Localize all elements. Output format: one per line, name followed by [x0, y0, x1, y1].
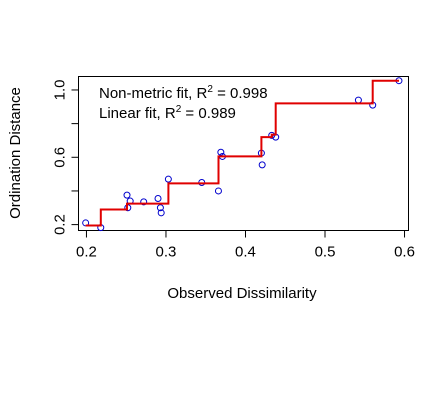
data-point [123, 191, 131, 199]
y-tick-label: 0.6 [52, 147, 69, 168]
nonmetric-fit-prefix: Non-metric fit, R [99, 85, 208, 102]
x-axis-label: Observed Dissimilarity [167, 285, 317, 302]
data-point [217, 148, 225, 156]
linear-fit-r2-sup: 2 [176, 104, 182, 115]
data-point [164, 175, 172, 183]
x-axis: 0.2 0.3 0.4 0.5 0.6 [76, 230, 415, 261]
nonmetric-step-fit-line [85, 79, 399, 227]
data-point [354, 96, 362, 104]
data-point [140, 198, 148, 206]
x-tick-label: 0.6 [394, 244, 415, 261]
y-tick-label: 0.2 [52, 214, 69, 235]
nonmetric-fit-value: = 0.998 [213, 85, 268, 102]
x-tick-label: 0.5 [315, 244, 336, 261]
data-point [156, 204, 164, 212]
data-point [157, 209, 165, 217]
nonmetric-fit-r2-sup: 2 [207, 84, 213, 95]
data-point [154, 195, 162, 203]
data-point [258, 161, 266, 169]
y-axis: 0.2 0.6 1.0 [52, 80, 79, 235]
plot-frame [78, 76, 409, 231]
data-point [214, 187, 222, 195]
data-point [82, 219, 90, 227]
linear-fit-annotation: Linear fit, R2 = 0.989 [99, 104, 236, 122]
x-tick-label: 0.4 [235, 244, 256, 261]
nonmetric-fit-annotation: Non-metric fit, R2 = 0.998 [99, 84, 268, 102]
y-tick-label: 1.0 [52, 80, 69, 101]
x-tick-label: 0.2 [76, 244, 97, 261]
linear-fit-prefix: Linear fit, R [99, 105, 176, 122]
x-tick-label: 0.3 [156, 244, 177, 261]
y-axis-label: Ordination Distance [7, 87, 24, 219]
linear-fit-value: = 0.989 [181, 105, 236, 122]
